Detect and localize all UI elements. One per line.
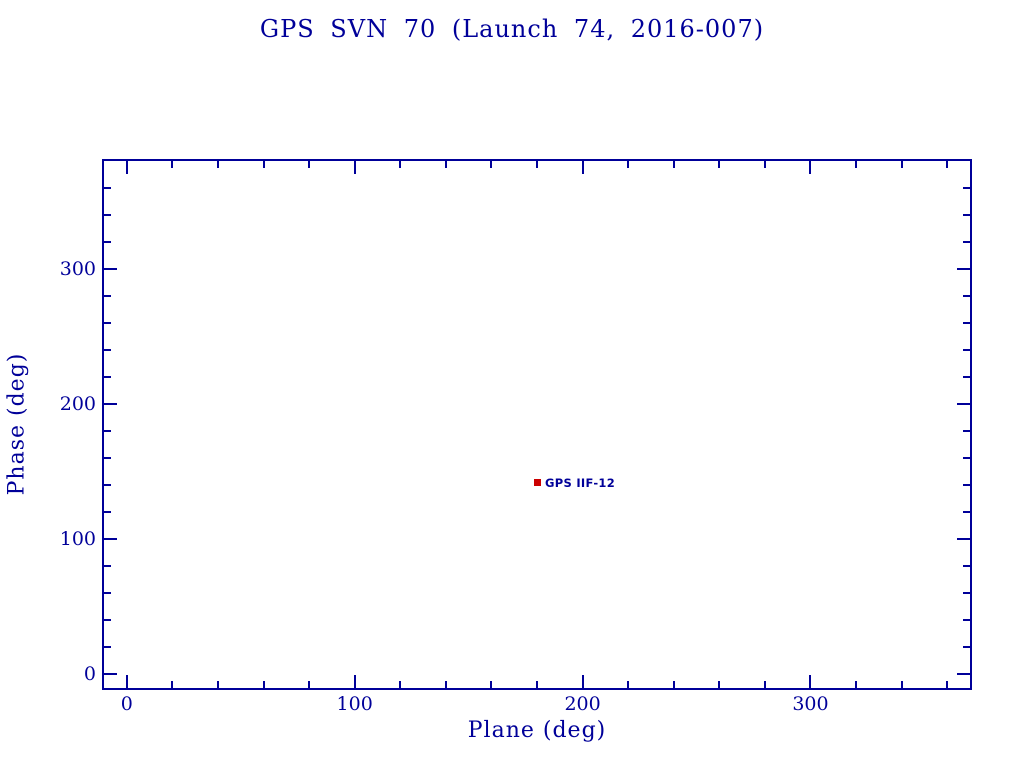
x-axis-minor-tick-top [946, 161, 949, 168]
x-axis-minor-tick [627, 681, 630, 688]
y-axis-minor-tick [104, 430, 111, 433]
y-tick-label: 300 [59, 258, 96, 281]
y-axis-minor-tick-right [963, 457, 970, 460]
y-axis-minor-tick [104, 322, 111, 325]
y-axis-minor-tick [104, 241, 111, 244]
y-axis-minor-tick-right [963, 619, 970, 622]
data-point-marker [533, 479, 541, 487]
y-axis-minor-tick [104, 565, 111, 568]
y-axis-minor-tick-right [963, 376, 970, 379]
x-axis-minor-tick-top [718, 161, 721, 168]
x-axis-minor-tick [946, 681, 949, 688]
x-axis-minor-tick [490, 681, 493, 688]
x-axis-minor-tick [171, 681, 174, 688]
y-axis-minor-tick [104, 592, 111, 595]
y-axis-minor-tick-right [963, 349, 970, 352]
x-axis-minor-tick [262, 681, 265, 688]
x-tick-label: 0 [120, 693, 133, 715]
x-axis-title: Plane (deg) [467, 718, 607, 743]
y-tick-label: 200 [59, 393, 96, 416]
y-axis-minor-tick [104, 619, 111, 622]
y-axis-minor-tick [104, 511, 111, 514]
x-axis-major-tick-top [581, 161, 584, 174]
x-axis-minor-tick [308, 681, 311, 688]
x-tick-label: 100 [336, 693, 373, 715]
x-axis-minor-tick [216, 681, 219, 688]
y-axis-major-tick [104, 673, 117, 676]
x-axis-minor-tick [763, 681, 766, 688]
x-axis-minor-tick-top [308, 161, 311, 168]
y-axis-minor-tick-right [963, 484, 970, 487]
y-axis-minor-tick-right [963, 295, 970, 298]
x-axis-major-tick [353, 675, 356, 688]
y-axis-minor-tick-right [963, 646, 970, 649]
y-axis-major-tick-right [957, 538, 970, 541]
x-tick-label: 200 [564, 693, 601, 715]
y-axis-minor-tick-right [963, 187, 970, 190]
x-axis-minor-tick [672, 681, 675, 688]
x-axis-minor-tick-top [536, 161, 538, 168]
data-point-label: GPS IIF-12 [545, 475, 615, 490]
x-axis-minor-tick [536, 681, 538, 688]
y-axis-major-tick-right [957, 673, 970, 676]
y-axis-minor-tick [104, 295, 111, 298]
plot-area: Plane (deg) 0 100 200 300 0 100 200 300 GPS IIF-… [60, 159, 972, 743]
y-axis-minor-tick [104, 376, 111, 379]
x-axis-minor-tick [855, 681, 858, 688]
y-axis-minor-tick-right [963, 322, 970, 325]
x-tick-label: 300 [792, 693, 829, 715]
x-axis-minor-tick-top [672, 161, 675, 168]
y-axis-minor-tick-right [963, 592, 970, 595]
x-axis-minor-tick-top [855, 161, 858, 168]
x-axis-major-tick [581, 675, 584, 688]
y-axis-minor-tick-right [963, 241, 970, 244]
y-axis-minor-tick [104, 484, 111, 487]
x-axis-minor-tick-top [900, 161, 903, 168]
x-axis-minor-tick [444, 681, 447, 688]
y-axis-minor-tick [104, 349, 111, 352]
x-axis-minor-tick [399, 681, 402, 688]
y-axis-minor-tick [104, 457, 111, 460]
x-axis-major-tick [809, 675, 812, 688]
x-axis-major-tick [125, 675, 128, 688]
y-axis-title: Phase (deg) [4, 352, 30, 496]
x-axis-minor-tick [718, 681, 721, 688]
y-axis-major-tick-right [957, 403, 970, 406]
x-axis-minor-tick-top [444, 161, 447, 168]
y-axis-minor-tick [104, 646, 111, 649]
y-axis-major-tick [104, 268, 117, 271]
y-axis-major-tick [104, 403, 117, 406]
x-axis-minor-tick-top [763, 161, 766, 168]
x-axis-major-tick-top [353, 161, 356, 174]
y-axis-major-tick [104, 538, 117, 541]
y-tick-label: 0 [83, 663, 96, 686]
x-axis-major-tick-top [809, 161, 812, 174]
y-axis-minor-tick-right [963, 214, 970, 217]
x-axis-minor-tick-top [490, 161, 493, 168]
chart-title: GPS SVN 70 (Launch 74, 2016-007) [259, 15, 765, 43]
y-axis-minor-tick [104, 214, 111, 217]
y-axis-minor-tick-right [963, 511, 970, 514]
x-axis-minor-tick-top [262, 161, 265, 168]
x-axis-minor-tick-top [216, 161, 219, 168]
x-axis-minor-tick-top [627, 161, 630, 168]
x-axis-minor-tick [900, 681, 903, 688]
x-axis-minor-tick-top [171, 161, 174, 168]
y-tick-label: 100 [59, 528, 96, 551]
y-axis-major-tick-right [957, 268, 970, 271]
x-axis-major-tick-top [125, 161, 128, 174]
y-axis-minor-tick [104, 187, 111, 190]
y-axis-minor-tick-right [963, 430, 970, 433]
y-axis-minor-tick-right [963, 565, 970, 568]
x-axis-minor-tick-top [399, 161, 402, 168]
